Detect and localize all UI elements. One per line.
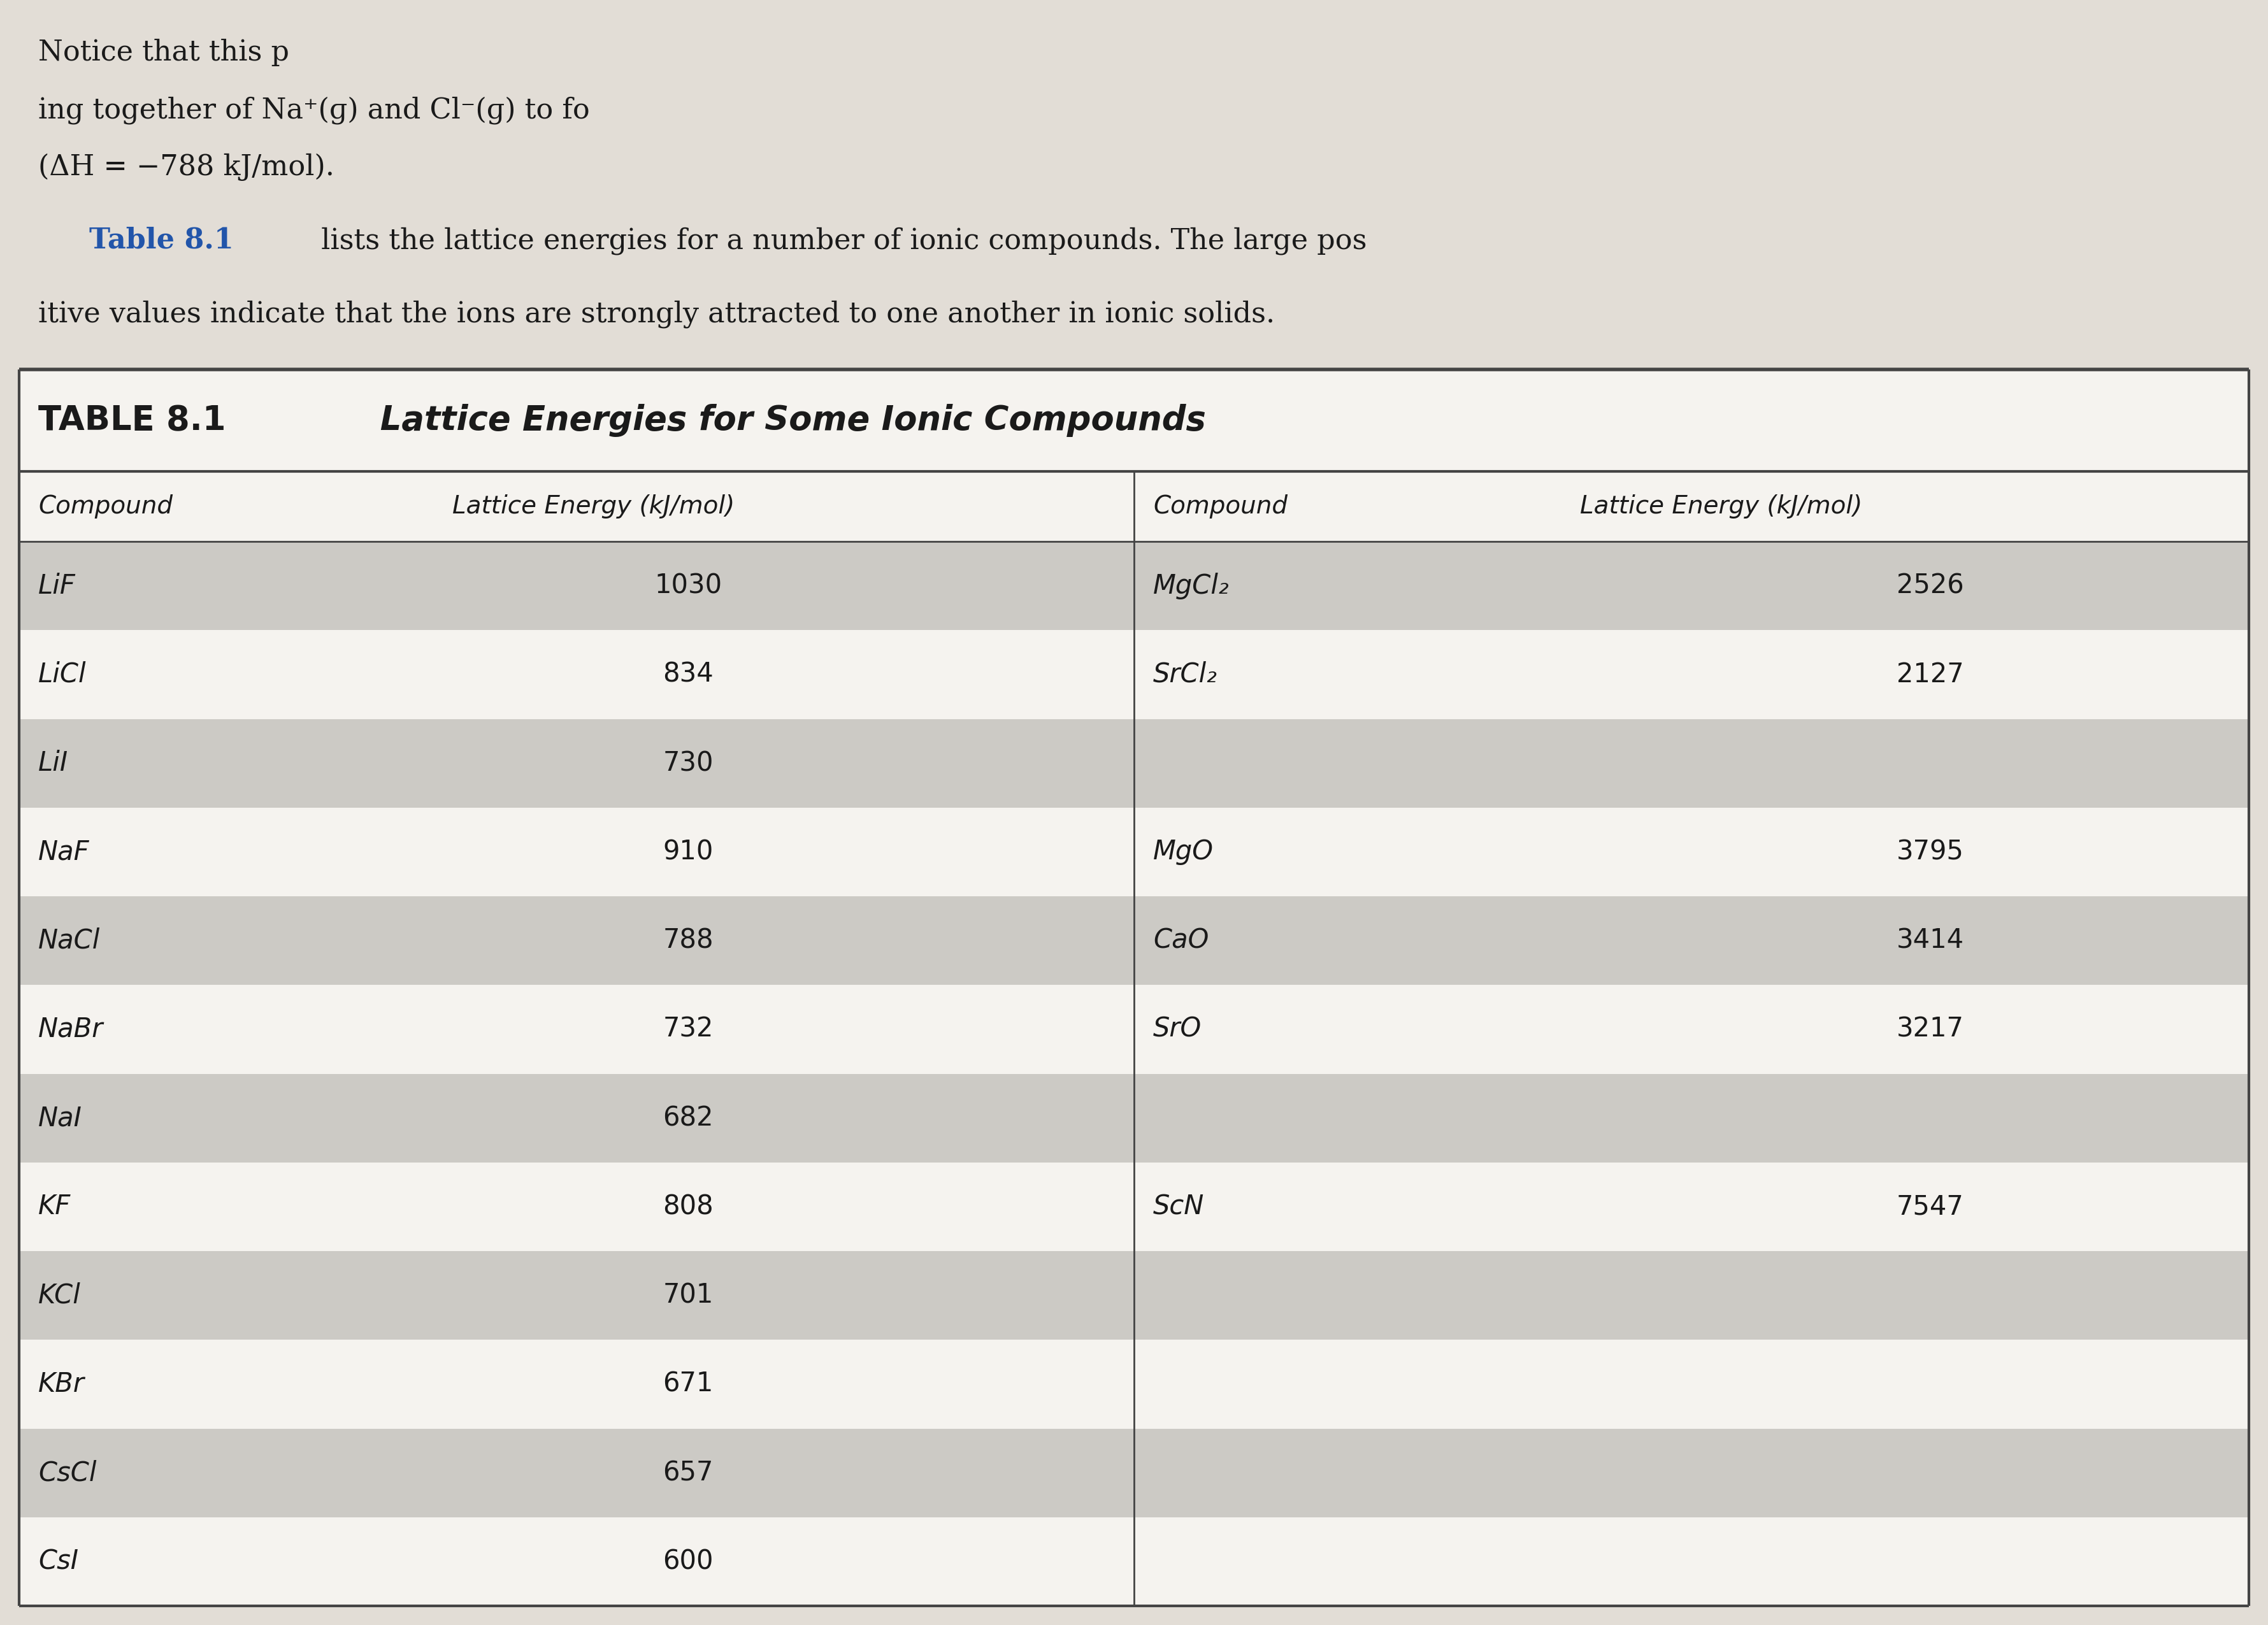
Text: Lattice Energy (kJ/mol): Lattice Energy (kJ/mol) xyxy=(451,494,735,518)
Text: Lattice Energies for Some Ionic Compounds: Lattice Energies for Some Ionic Compound… xyxy=(356,405,1207,437)
Bar xyxy=(18,985,2250,1074)
Bar xyxy=(18,1339,2250,1428)
Text: LiCl: LiCl xyxy=(39,661,86,687)
Text: TABLE 8.1: TABLE 8.1 xyxy=(39,405,227,437)
Text: (ΔH = −788 kJ/mol).: (ΔH = −788 kJ/mol). xyxy=(39,153,333,180)
Text: SrCl₂: SrCl₂ xyxy=(1152,661,1218,687)
Text: CsCl: CsCl xyxy=(39,1459,98,1487)
Text: 834: 834 xyxy=(662,661,714,687)
Bar xyxy=(18,718,2250,808)
Text: NaBr: NaBr xyxy=(39,1016,104,1043)
Text: 682: 682 xyxy=(662,1105,714,1131)
Text: NaF: NaF xyxy=(39,839,91,865)
Bar xyxy=(18,1162,2250,1251)
Bar xyxy=(18,541,2250,631)
Text: 7547: 7547 xyxy=(1896,1193,1964,1220)
Text: KF: KF xyxy=(39,1193,70,1220)
Bar xyxy=(18,471,2250,541)
Text: LiF: LiF xyxy=(39,572,75,600)
Text: 600: 600 xyxy=(662,1549,714,1575)
Text: 1030: 1030 xyxy=(653,572,721,600)
Text: LiI: LiI xyxy=(39,749,68,777)
Text: 3795: 3795 xyxy=(1896,839,1964,865)
Text: 730: 730 xyxy=(662,749,714,777)
Text: lists the lattice energies for a number of ionic compounds. The large pos: lists the lattice energies for a number … xyxy=(313,228,1368,255)
Text: Compound: Compound xyxy=(1152,494,1288,518)
Text: KBr: KBr xyxy=(39,1372,84,1398)
Bar xyxy=(18,1251,2250,1339)
Text: 2526: 2526 xyxy=(1896,572,1964,600)
Bar xyxy=(18,631,2250,718)
Text: 701: 701 xyxy=(662,1282,714,1308)
Text: MgO: MgO xyxy=(1152,839,1213,865)
Text: ing together of Na⁺(ɡ) and Cl⁻(ɡ) to fo: ing together of Na⁺(ɡ) and Cl⁻(ɡ) to fo xyxy=(39,96,590,124)
Bar xyxy=(18,897,2250,985)
Text: NaI: NaI xyxy=(39,1105,82,1131)
Text: 671: 671 xyxy=(662,1372,714,1398)
Text: Notice that this p: Notice that this p xyxy=(39,39,290,67)
Text: Compound: Compound xyxy=(39,494,172,518)
Text: SrO: SrO xyxy=(1152,1016,1202,1043)
Text: 788: 788 xyxy=(662,928,714,954)
Text: MgCl₂: MgCl₂ xyxy=(1152,572,1229,600)
Text: CsI: CsI xyxy=(39,1549,79,1575)
Text: 732: 732 xyxy=(662,1016,714,1043)
Text: 3217: 3217 xyxy=(1896,1016,1964,1043)
Bar xyxy=(18,1074,2250,1162)
Text: 2127: 2127 xyxy=(1896,661,1964,687)
Text: ScN: ScN xyxy=(1152,1193,1204,1220)
Text: Table 8.1: Table 8.1 xyxy=(88,228,234,254)
Bar xyxy=(18,808,2250,897)
Text: 3414: 3414 xyxy=(1896,928,1964,954)
Bar xyxy=(18,1518,2250,1606)
Bar xyxy=(18,1428,2250,1518)
Text: 808: 808 xyxy=(662,1193,714,1220)
Bar xyxy=(18,369,2250,471)
Text: itive values indicate that the ions are strongly attracted to one another in ion: itive values indicate that the ions are … xyxy=(39,301,1275,328)
Text: KCl: KCl xyxy=(39,1282,82,1308)
Text: 910: 910 xyxy=(662,839,714,865)
Text: CaO: CaO xyxy=(1152,928,1209,954)
Text: Lattice Energy (kJ/mol): Lattice Energy (kJ/mol) xyxy=(1581,494,1862,518)
Text: 657: 657 xyxy=(662,1459,714,1487)
Text: NaCl: NaCl xyxy=(39,928,100,954)
